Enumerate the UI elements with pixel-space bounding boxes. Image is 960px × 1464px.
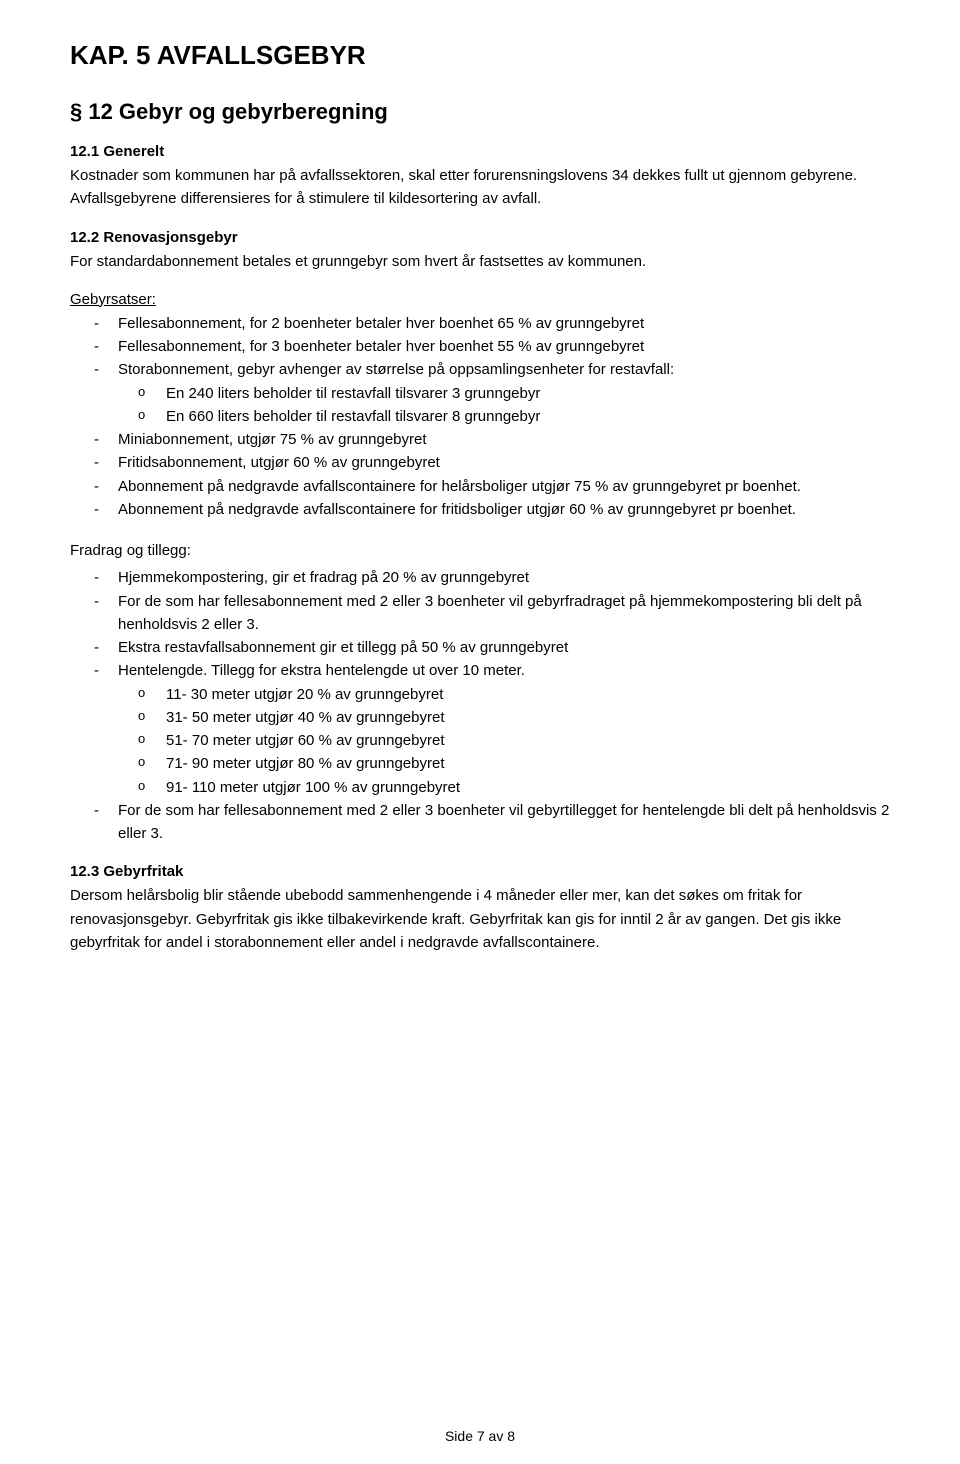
gebyrsatser-label: Gebyrsatser: [70,291,890,308]
list-item: Abonnement på nedgravde avfallscontainer… [118,498,890,521]
gebyrsatser-list: Fellesabonnement, for 2 boenheter betale… [70,312,890,521]
list-item: For de som har fellesabonnement med 2 el… [118,799,890,846]
heading-12-2: 12.2 Renovasjonsgebyr [70,229,890,246]
sub-list-item: 91- 110 meter utgjør 100 % av grunngebyr… [166,776,890,799]
document-page: KAP. 5 AVFALLSGEBYR § 12 Gebyr og gebyrb… [0,0,960,1464]
list-item: For de som har fellesabonnement med 2 el… [118,590,890,637]
sub-list-item: En 660 liters beholder til restavfall ti… [166,405,890,428]
list-item: Fritidsabonnement, utgjør 60 % av grunng… [118,451,890,474]
heading-12-1: 12.1 Generelt [70,143,890,160]
paragraph-12-2: For standardabonnement betales et grunng… [70,250,890,273]
list-item-text: Hentelengde. Tillegg for ekstra hentelen… [118,662,525,679]
list-item-text: Storabonnement, gebyr avhenger av større… [118,361,674,378]
sub-list: 11- 30 meter utgjør 20 % av grunngebyret… [118,683,890,799]
sub-list-item: 71- 90 meter utgjør 80 % av grunngebyret [166,752,890,775]
list-item: Fellesabonnement, for 2 boenheter betale… [118,312,890,335]
list-item: Miniabonnement, utgjør 75 % av grunngeby… [118,428,890,451]
fradrag-label: Fradrag og tillegg: [70,539,890,562]
page-footer: Side 7 av 8 [0,1428,960,1444]
list-item: Ekstra restavfallsabonnement gir et till… [118,636,890,659]
sub-list-item: 51- 70 meter utgjør 60 % av grunngebyret [166,729,890,752]
list-item: Abonnement på nedgravde avfallscontainer… [118,475,890,498]
sub-list-item: En 240 liters beholder til restavfall ti… [166,382,890,405]
sub-list: En 240 liters beholder til restavfall ti… [118,382,890,429]
paragraph-12-1: Kostnader som kommunen har på avfallssek… [70,164,890,211]
fradrag-list: Hjemmekompostering, gir et fradrag på 20… [70,566,890,845]
list-item: Hentelengde. Tillegg for ekstra hentelen… [118,659,890,799]
sub-list-item: 11- 30 meter utgjør 20 % av grunngebyret [166,683,890,706]
list-item: Hjemmekompostering, gir et fradrag på 20… [118,566,890,589]
fradrag-label-text: Fradrag og tillegg: [70,539,191,562]
section-12-title: § 12 Gebyr og gebyrberegning [70,99,890,125]
chapter-title: KAP. 5 AVFALLSGEBYR [70,40,890,71]
paragraph-12-3: Dersom helårsbolig blir stående ubebodd … [70,884,890,954]
sub-list-item: 31- 50 meter utgjør 40 % av grunngebyret [166,706,890,729]
list-item: Storabonnement, gebyr avhenger av større… [118,358,890,428]
heading-12-3: 12.3 Gebyrfritak [70,863,890,880]
list-item: Fellesabonnement, for 3 boenheter betale… [118,335,890,358]
